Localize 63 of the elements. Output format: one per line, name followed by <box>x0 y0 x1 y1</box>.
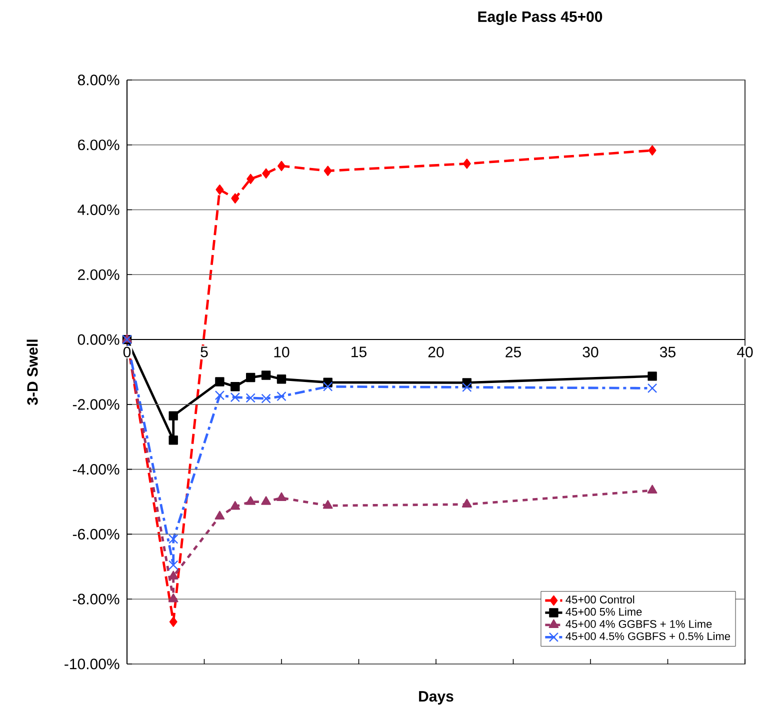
x-tick-label: 40 <box>737 346 753 358</box>
point <box>246 174 255 184</box>
point <box>462 382 472 392</box>
point <box>246 393 256 403</box>
y-tick-label: 8.00% <box>78 74 120 86</box>
point <box>246 496 256 505</box>
point <box>230 382 240 392</box>
legend-label: 45+00 Control <box>566 595 634 604</box>
point <box>231 193 240 204</box>
x-tick-label: 20 <box>428 346 444 358</box>
point <box>168 411 178 420</box>
point <box>648 145 656 156</box>
point <box>262 168 270 179</box>
y-tick-label: -2.00% <box>72 399 120 410</box>
x-tick-label: 5 <box>200 346 208 358</box>
point <box>462 498 472 508</box>
x-tick-label: 25 <box>506 346 521 358</box>
point <box>261 496 271 505</box>
point <box>276 391 286 402</box>
point <box>246 372 256 382</box>
y-axis-title: 3-D Swell <box>26 340 38 405</box>
point <box>324 166 332 176</box>
x-tick-label: 0 <box>123 346 131 358</box>
x-axis-title: Days <box>419 691 454 705</box>
point <box>647 383 658 394</box>
point <box>215 377 224 386</box>
point <box>322 500 333 509</box>
point <box>647 484 658 494</box>
point <box>168 560 178 570</box>
point <box>323 382 333 392</box>
x-tick-label: 30 <box>582 346 598 358</box>
point <box>462 158 471 169</box>
point <box>168 570 178 580</box>
y-tick-label: -10.00% <box>64 658 120 670</box>
y-tick-label: 0.00% <box>78 334 120 345</box>
legend-label: 45+00 5% Lime <box>566 608 642 616</box>
point <box>261 370 271 380</box>
x-tick-label: 10 <box>274 346 290 358</box>
chart-title: Eagle Pass 45+00 <box>478 10 602 26</box>
x-tick-label: 15 <box>352 346 366 358</box>
point <box>278 160 286 172</box>
point <box>216 184 224 195</box>
point <box>276 374 286 384</box>
point <box>230 392 240 402</box>
point <box>168 534 178 544</box>
y-tick-label: 4.00% <box>78 204 120 216</box>
legend-label: 45+00 4% GGBFS + 1% Lime <box>566 620 712 628</box>
point <box>276 492 286 501</box>
point <box>168 436 178 445</box>
point <box>168 593 178 602</box>
legend-label: 45+00 4.5% GGBFS + 0.5% Lime <box>566 632 730 640</box>
y-tick-label: 6.00% <box>78 140 120 150</box>
point <box>648 372 657 381</box>
y-tick-label: -4.00% <box>72 464 120 475</box>
point <box>261 394 271 404</box>
x-tick-label: 35 <box>660 346 676 358</box>
point <box>230 501 240 510</box>
y-tick-label: -6.00% <box>72 528 120 540</box>
point <box>214 510 225 520</box>
point <box>214 390 225 400</box>
point <box>169 616 178 627</box>
y-tick-label: 2.00% <box>78 269 120 280</box>
y-tick-label: -8.00% <box>72 594 120 604</box>
